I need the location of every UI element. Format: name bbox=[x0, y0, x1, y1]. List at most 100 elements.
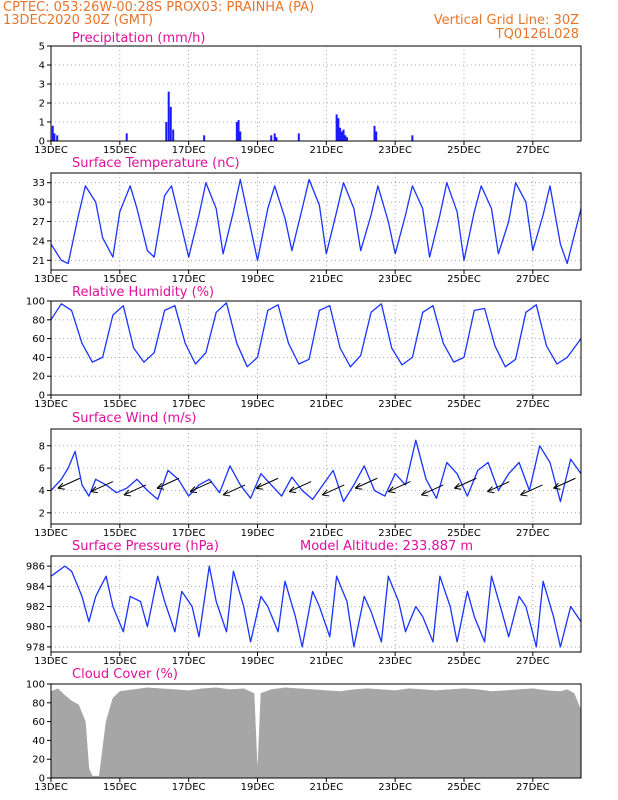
pressure-xtick-3: 19DEC bbox=[241, 656, 275, 667]
wind-ytick-1: 4 bbox=[39, 486, 45, 497]
wind-ytick-3: 8 bbox=[39, 441, 45, 452]
rh-ytick-2: 40 bbox=[32, 353, 45, 364]
precip-bar-4 bbox=[165, 122, 168, 141]
precip-bar-11 bbox=[239, 131, 242, 141]
pressure-xtick-5: 23DEC bbox=[378, 656, 412, 667]
wind-arrow-15 bbox=[553, 477, 576, 489]
wind-arrow-6 bbox=[255, 477, 279, 489]
wind-xtick-5: 23DEC bbox=[378, 528, 412, 539]
header-datetime: 13DEC2020 30Z (GMT) bbox=[3, 13, 153, 28]
wind-arrow-head-9 bbox=[354, 482, 363, 490]
temp-title: Surface Temperature (nC) bbox=[72, 156, 240, 171]
temp-xtick-2: 17DEC bbox=[172, 274, 206, 285]
precip-bar-21 bbox=[344, 135, 347, 141]
temp-ytick-2: 27 bbox=[32, 217, 45, 228]
pressure-ytick-3: 984 bbox=[26, 582, 45, 593]
wind-xtick-2: 17DEC bbox=[172, 528, 206, 539]
precip-xtick-0: 13DEC bbox=[34, 145, 68, 156]
rh-xtick-1: 15DEC bbox=[103, 399, 137, 410]
rh-xtick-6: 25DEC bbox=[447, 399, 481, 410]
pressure-ytick-2: 982 bbox=[26, 602, 45, 613]
wind-frame bbox=[50, 428, 582, 525]
wind-arrow-2 bbox=[123, 484, 147, 496]
pressure-ytick-0: 978 bbox=[26, 642, 45, 653]
rh-xtick-0: 13DEC bbox=[34, 399, 68, 410]
wind-arrow-head-3 bbox=[156, 482, 165, 490]
wind-xtick-7: 27DEC bbox=[516, 528, 550, 539]
precip-bar-13 bbox=[273, 133, 276, 141]
rh-series-line-0 bbox=[50, 302, 582, 368]
cloud-ytick-3: 60 bbox=[32, 717, 45, 728]
cloud-xtick-1: 15DEC bbox=[103, 782, 137, 793]
header-grid-note: Vertical Grid Line: 30Z bbox=[434, 13, 579, 28]
precip-title: Precipitation (mm/h) bbox=[72, 31, 205, 46]
precip-bar-3 bbox=[125, 133, 128, 141]
precip-ytick-2: 2 bbox=[39, 99, 45, 110]
precip-bar-5 bbox=[167, 91, 170, 141]
precip-bar-17 bbox=[337, 118, 340, 141]
precip-bar-25 bbox=[411, 135, 414, 141]
wind-arrow-4 bbox=[189, 481, 213, 493]
precip-bar-23 bbox=[373, 125, 376, 141]
temp-xtick-7: 27DEC bbox=[516, 274, 550, 285]
pressure-xtick-0: 13DEC bbox=[34, 656, 68, 667]
rh-xtick-7: 27DEC bbox=[516, 399, 550, 410]
wind-xtick-3: 19DEC bbox=[241, 528, 275, 539]
wind-arrow-3 bbox=[156, 477, 180, 489]
pressure-series-line-0 bbox=[50, 565, 582, 648]
cloud-xtick-3: 19DEC bbox=[241, 782, 275, 793]
precip-xtick-2: 17DEC bbox=[172, 145, 206, 156]
wind-series-line-0 bbox=[50, 439, 582, 503]
cloud-ytick-5: 100 bbox=[26, 680, 45, 691]
temp-series-line-0 bbox=[50, 178, 582, 265]
cloud-xtick-5: 23DEC bbox=[378, 782, 412, 793]
wind-title: Surface Wind (m/s) bbox=[72, 411, 196, 426]
wind-arrow-head-14 bbox=[520, 489, 528, 497]
panels: Precipitation (mm/h) 13DEC 15DEC 17DEC 19DEC… bbox=[26, 31, 582, 793]
temp-frame bbox=[50, 172, 582, 271]
wind-arrow-9 bbox=[355, 477, 378, 489]
cloud-ytick-0: 0 bbox=[39, 774, 45, 785]
cloud-area bbox=[50, 687, 582, 779]
precip-bar-24 bbox=[375, 131, 378, 141]
rh-xtick-5: 23DEC bbox=[378, 399, 412, 410]
wind-arrow-head-4 bbox=[189, 486, 198, 494]
precip-bar-22 bbox=[345, 137, 348, 141]
precip-bar-8 bbox=[203, 135, 206, 141]
temp-xtick-0: 13DEC bbox=[34, 274, 68, 285]
pressure-xtick-2: 17DEC bbox=[172, 656, 206, 667]
pressure-xtick-7: 27DEC bbox=[516, 656, 550, 667]
cloud-xtick-7: 27DEC bbox=[516, 782, 550, 793]
temp-ytick-1: 24 bbox=[32, 236, 45, 247]
precip-xtick-1: 15DEC bbox=[103, 145, 137, 156]
wind-arrow-head-8 bbox=[321, 489, 330, 497]
wind-arrow-7 bbox=[288, 481, 312, 493]
precip-bar-16 bbox=[335, 114, 338, 141]
precip-xtick-6: 25DEC bbox=[447, 145, 481, 156]
wind-ytick-0: 2 bbox=[39, 508, 45, 519]
rh-ytick-4: 80 bbox=[32, 315, 45, 326]
pressure-xtick-6: 25DEC bbox=[447, 656, 481, 667]
pressure-ytick-1: 980 bbox=[26, 622, 45, 633]
temp-ytick-0: 21 bbox=[32, 256, 45, 267]
precip-frame bbox=[50, 45, 582, 142]
cloud-xtick-0: 13DEC bbox=[34, 782, 68, 793]
wind-panel: Surface Wind (m/s) 13DEC 15DEC 17DEC 19DEC 21… bbox=[34, 411, 582, 539]
cloud-ytick-1: 20 bbox=[32, 755, 45, 766]
precip-bar-2 bbox=[56, 135, 59, 141]
wind-xtick-6: 25DEC bbox=[447, 528, 481, 539]
pressure-xtick-4: 21DEC bbox=[309, 656, 343, 667]
wind-xtick-1: 15DEC bbox=[103, 528, 137, 539]
wind-ytick-2: 6 bbox=[39, 464, 45, 475]
wind-arrow-head-6 bbox=[255, 482, 264, 490]
cloud-panel: Cloud Cover (%) 13DEC 15DEC 17DEC 19DEC 21DEC… bbox=[26, 667, 582, 793]
wind-xtick-0: 13DEC bbox=[34, 528, 68, 539]
wind-arrow-head-5 bbox=[222, 489, 231, 497]
rh-ytick-5: 100 bbox=[26, 297, 45, 308]
wind-arrow-head-15 bbox=[553, 482, 561, 490]
rh-frame bbox=[50, 300, 582, 396]
wind-arrow-head-1 bbox=[90, 486, 98, 494]
cloud-xtick-4: 21DEC bbox=[309, 782, 343, 793]
pressure-xtick-1: 15DEC bbox=[103, 656, 137, 667]
